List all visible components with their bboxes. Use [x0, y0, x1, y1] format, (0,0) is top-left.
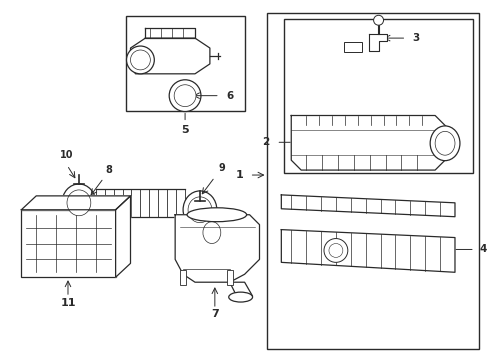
Ellipse shape: [62, 184, 96, 222]
Text: 7: 7: [210, 309, 218, 319]
Polygon shape: [281, 195, 454, 217]
Ellipse shape: [126, 46, 154, 74]
Ellipse shape: [198, 217, 225, 248]
Text: 5: 5: [181, 125, 188, 135]
Ellipse shape: [188, 197, 211, 223]
Polygon shape: [96, 189, 184, 217]
Ellipse shape: [203, 222, 221, 243]
Text: 2: 2: [262, 137, 269, 147]
Ellipse shape: [130, 50, 150, 70]
Ellipse shape: [174, 85, 196, 107]
Text: 10: 10: [60, 150, 74, 160]
Bar: [180, 270, 186, 285]
Polygon shape: [368, 34, 386, 51]
Ellipse shape: [187, 208, 246, 222]
Circle shape: [373, 15, 383, 25]
Bar: [21, 210, 115, 277]
Bar: [343, 42, 361, 52]
Text: 8: 8: [105, 165, 112, 175]
Circle shape: [328, 243, 342, 257]
Text: 4: 4: [479, 244, 486, 255]
Ellipse shape: [67, 190, 91, 216]
Circle shape: [324, 239, 347, 262]
Bar: [125, 16, 244, 111]
Polygon shape: [145, 28, 195, 38]
Ellipse shape: [434, 131, 454, 155]
Text: 9: 9: [218, 163, 224, 173]
Polygon shape: [130, 38, 209, 74]
Text: 1: 1: [235, 170, 243, 180]
Text: 11: 11: [60, 298, 76, 308]
Polygon shape: [281, 230, 454, 272]
Text: 6: 6: [226, 91, 234, 101]
Ellipse shape: [228, 292, 252, 302]
Polygon shape: [291, 116, 449, 170]
Polygon shape: [229, 282, 252, 296]
Bar: [226, 270, 232, 285]
Polygon shape: [175, 215, 259, 282]
Ellipse shape: [169, 80, 201, 112]
Polygon shape: [21, 196, 130, 210]
Ellipse shape: [183, 191, 216, 229]
Polygon shape: [115, 196, 130, 277]
Bar: [284, 19, 472, 173]
Bar: [267, 13, 478, 349]
Ellipse shape: [429, 126, 459, 161]
Text: 3: 3: [411, 33, 419, 43]
